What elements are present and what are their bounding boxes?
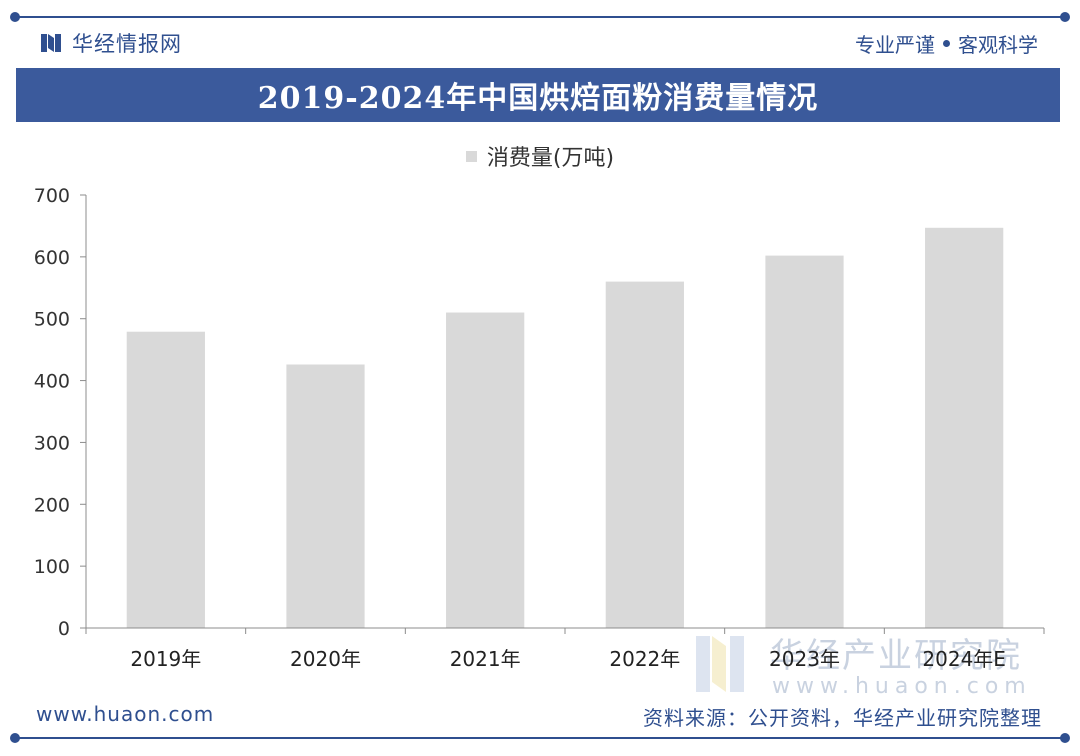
y-tick-label: 200	[34, 494, 70, 516]
slogan-dot	[943, 39, 950, 47]
y-tick-label: 100	[34, 556, 70, 578]
bar	[605, 281, 684, 628]
bottom-rule	[16, 737, 1064, 739]
y-tick-label: 400	[34, 371, 70, 393]
bar	[925, 227, 1004, 628]
legend-swatch	[465, 150, 477, 162]
title-bar: 2019-2024年中国烘焙面粉消费量情况	[16, 68, 1060, 122]
brand-name: 华经情报网	[72, 32, 182, 56]
slogan-left: 专业严谨	[855, 32, 935, 57]
watermark-url: www.huaon.com	[772, 674, 1032, 699]
slogan: 专业严谨 客观科学	[855, 28, 1038, 58]
top-rule-dot-left	[10, 12, 20, 22]
y-tick-label: 0	[58, 618, 70, 640]
x-tick-label: 2021年	[450, 647, 521, 671]
bar	[126, 331, 205, 628]
bottom-rule-dot-left	[10, 733, 20, 743]
x-tick-label: 2024年E	[922, 647, 1006, 671]
legend: 消费量(万吨)	[0, 140, 1080, 172]
x-tick-label: 2023年	[769, 647, 840, 671]
footer-website: www.huaon.com	[36, 702, 215, 726]
chart-title: 2019-2024年中国烘焙面粉消费量情况	[257, 81, 819, 116]
watermark-name: 华经产业研究院	[770, 636, 1022, 676]
y-tick-label: 600	[34, 247, 70, 269]
y-tick-label: 500	[34, 309, 70, 331]
watermark-logo-icon	[696, 636, 744, 692]
slogan-right: 客观科学	[958, 32, 1038, 57]
bar	[286, 364, 365, 628]
bar	[765, 255, 844, 628]
top-rule	[16, 16, 1064, 18]
brand: 华经情报网	[40, 28, 182, 58]
y-tick-label: 700	[34, 185, 70, 207]
y-tick-label: 300	[34, 432, 70, 454]
bar	[446, 312, 525, 628]
footer-source: 资料来源：公开资料，华经产业研究院整理	[643, 706, 1042, 730]
brand-logo-icon	[41, 34, 61, 52]
x-tick-label: 2022年	[609, 647, 680, 671]
x-tick-label: 2020年	[290, 647, 361, 671]
bottom-rule-dot-right	[1060, 733, 1070, 743]
x-tick-label: 2019年	[130, 647, 201, 671]
top-rule-dot-right	[1060, 12, 1070, 22]
legend-label: 消费量(万吨)	[486, 146, 615, 171]
